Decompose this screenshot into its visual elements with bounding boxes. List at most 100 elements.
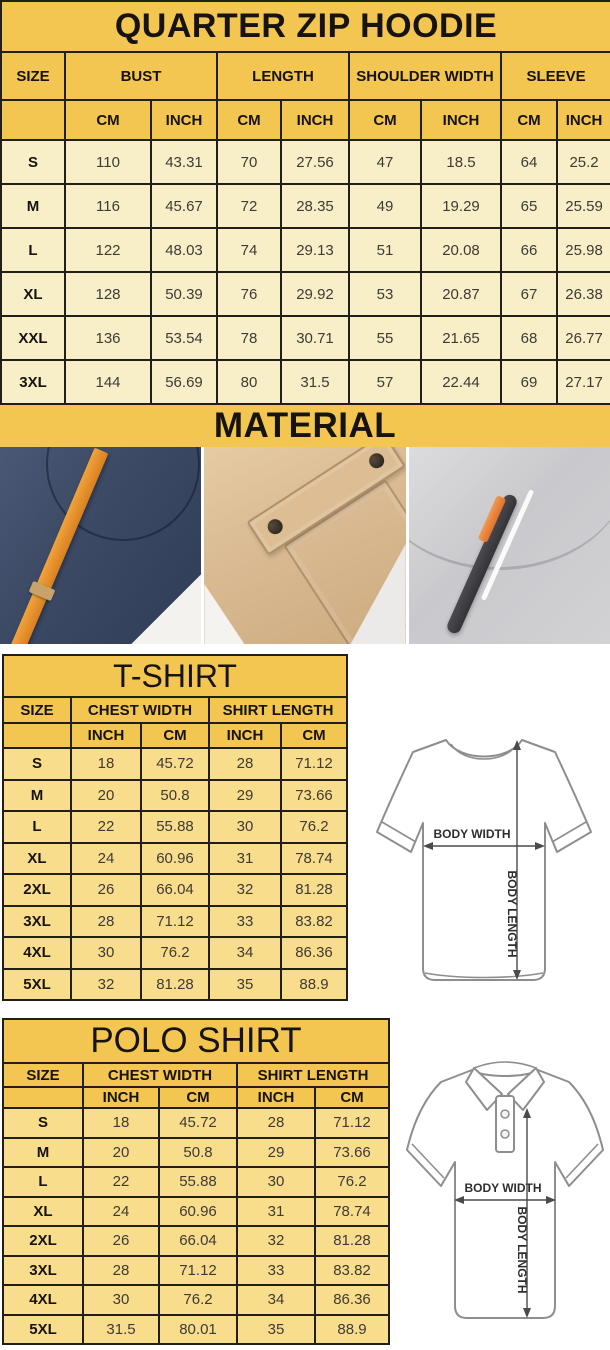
value-cell: 34 bbox=[236, 1284, 316, 1316]
size-cell: M bbox=[2, 778, 72, 812]
value-cell: 31 bbox=[236, 1195, 316, 1227]
table-row-4xl: 4XL 30 76.2 34 86.36 bbox=[2, 936, 348, 970]
tshirt-title-row: T-SHIRT bbox=[2, 654, 348, 698]
value-cell: 81.28 bbox=[280, 873, 348, 907]
table-row-s: S 18 45.72 28 71.12 bbox=[2, 1107, 390, 1139]
value-cell: 28.35 bbox=[280, 183, 350, 229]
size-cell: XL bbox=[2, 1195, 84, 1227]
value-cell: 27.17 bbox=[555, 359, 610, 405]
table-row-l: L 22 55.88 30 76.2 bbox=[2, 1166, 390, 1198]
hoodie-table-title: QUARTER ZIP HOODIE bbox=[0, 0, 610, 53]
empty-cell bbox=[2, 1086, 84, 1109]
collar-ribbing-inner bbox=[450, 743, 518, 760]
value-cell: 72 bbox=[216, 183, 282, 229]
polo-group-header-row: SIZE CHEST WIDTH SHIRT LENGTH bbox=[2, 1062, 390, 1088]
size-cell: S bbox=[2, 1107, 84, 1139]
unit-header-cm: CM bbox=[348, 99, 422, 141]
collar-left-flap bbox=[465, 1067, 503, 1111]
value-cell: 49 bbox=[348, 183, 422, 229]
value-cell: 28 bbox=[208, 747, 282, 781]
value-cell: 45.72 bbox=[158, 1107, 238, 1139]
value-cell: 26 bbox=[82, 1225, 160, 1257]
value-cell: 30.71 bbox=[280, 315, 350, 361]
value-cell: 30 bbox=[208, 810, 282, 844]
value-cell: 25.2 bbox=[555, 139, 610, 185]
table-row-s: S 18 45.72 28 71.12 bbox=[2, 747, 348, 781]
size-cell: L bbox=[2, 810, 72, 844]
value-cell: 26.77 bbox=[555, 315, 610, 361]
value-cell: 50.8 bbox=[140, 778, 210, 812]
size-cell: 2XL bbox=[2, 1225, 84, 1257]
column-header-size: SIZE bbox=[0, 51, 66, 101]
value-cell: 25.59 bbox=[555, 183, 610, 229]
value-cell: 45.67 bbox=[150, 183, 218, 229]
unit-header-inch: INCH bbox=[280, 99, 350, 141]
value-cell: 88.9 bbox=[314, 1313, 390, 1345]
tshirt-outline bbox=[376, 739, 592, 981]
value-cell: 55.88 bbox=[140, 810, 210, 844]
unit-header-cm: CM bbox=[216, 99, 282, 141]
tshirt-unit-header-row: INCH CM INCH CM bbox=[2, 722, 348, 749]
value-cell: 29 bbox=[208, 778, 282, 812]
value-cell: 83.82 bbox=[314, 1254, 390, 1286]
column-header-size: SIZE bbox=[2, 696, 72, 724]
value-cell: 26.38 bbox=[555, 271, 610, 317]
polo-button bbox=[500, 1109, 510, 1119]
size-cell: 2XL bbox=[2, 873, 72, 907]
table-row-3xl: 3XL 28 71.12 33 83.82 bbox=[2, 904, 348, 938]
value-cell: 76.2 bbox=[280, 810, 348, 844]
tshirt-measurement-diagram: BODY WIDTH BODY LENGTH bbox=[376, 739, 592, 981]
value-cell: 26 bbox=[70, 873, 142, 907]
value-cell: 88.9 bbox=[280, 967, 348, 1001]
value-cell: 144 bbox=[64, 359, 152, 405]
size-cell: XL bbox=[2, 841, 72, 875]
body-width-label: BODY WIDTH bbox=[433, 827, 510, 841]
size-cell: L bbox=[2, 1166, 84, 1198]
value-cell: 22 bbox=[82, 1166, 160, 1198]
value-cell: 73.66 bbox=[314, 1136, 390, 1168]
value-cell: 110 bbox=[64, 139, 152, 185]
value-cell: 34 bbox=[208, 936, 282, 970]
table-row-3xl: 3XL 28 71.12 33 83.82 bbox=[2, 1254, 390, 1286]
unit-header-cm: CM bbox=[280, 722, 348, 749]
hoodie-unit-header-row: CM INCH CM INCH CM INCH CM INCH bbox=[0, 99, 610, 141]
size-cell: S bbox=[0, 139, 66, 185]
column-header-chest-width: CHEST WIDTH bbox=[70, 696, 210, 724]
table-row-4xl: 4XL 30 76.2 34 86.36 bbox=[2, 1284, 390, 1316]
value-cell: 80 bbox=[216, 359, 282, 405]
table-row-xl: XL 128 50.39 76 29.92 53 20.87 67 26.38 bbox=[0, 271, 610, 317]
unit-header-cm: CM bbox=[314, 1086, 390, 1109]
unit-header-cm: CM bbox=[158, 1086, 238, 1109]
arrow-head-right bbox=[535, 842, 545, 850]
value-cell: 19.29 bbox=[420, 183, 502, 229]
value-cell: 28 bbox=[236, 1107, 316, 1139]
value-cell: 76 bbox=[216, 271, 282, 317]
value-cell: 83.82 bbox=[280, 904, 348, 938]
value-cell: 86.36 bbox=[280, 936, 348, 970]
value-cell: 78.74 bbox=[314, 1195, 390, 1227]
value-cell: 71.12 bbox=[314, 1107, 390, 1139]
value-cell: 71.12 bbox=[158, 1254, 238, 1286]
column-header-shirt-length: SHIRT LENGTH bbox=[236, 1062, 390, 1088]
value-cell: 27.56 bbox=[280, 139, 350, 185]
value-cell: 18 bbox=[70, 747, 142, 781]
value-cell: 31.5 bbox=[82, 1313, 160, 1345]
polo-table-title: POLO SHIRT bbox=[2, 1018, 390, 1064]
value-cell: 81.28 bbox=[140, 967, 210, 1001]
value-cell: 32 bbox=[70, 967, 142, 1001]
arrow-head-bottom bbox=[513, 970, 521, 980]
material-photo-gray-zipper bbox=[408, 447, 610, 644]
size-cell: 3XL bbox=[2, 904, 72, 938]
polo-title-row: POLO SHIRT bbox=[2, 1018, 390, 1064]
value-cell: 20.08 bbox=[420, 227, 502, 273]
value-cell: 81.28 bbox=[314, 1225, 390, 1257]
unit-header-inch: INCH bbox=[150, 99, 218, 141]
tshirt-section: T-SHIRT SIZE CHEST WIDTH SHIRT LENGTH IN… bbox=[0, 644, 610, 1010]
value-cell: 86.36 bbox=[314, 1284, 390, 1316]
fabric-fold bbox=[408, 447, 610, 570]
material-section-header: MATERIAL bbox=[0, 405, 610, 447]
polo-button bbox=[500, 1129, 510, 1139]
empty-cell bbox=[2, 722, 72, 749]
body-length-label: BODY LENGTH bbox=[505, 870, 519, 957]
table-row-m: M 116 45.67 72 28.35 49 19.29 65 25.59 bbox=[0, 183, 610, 229]
